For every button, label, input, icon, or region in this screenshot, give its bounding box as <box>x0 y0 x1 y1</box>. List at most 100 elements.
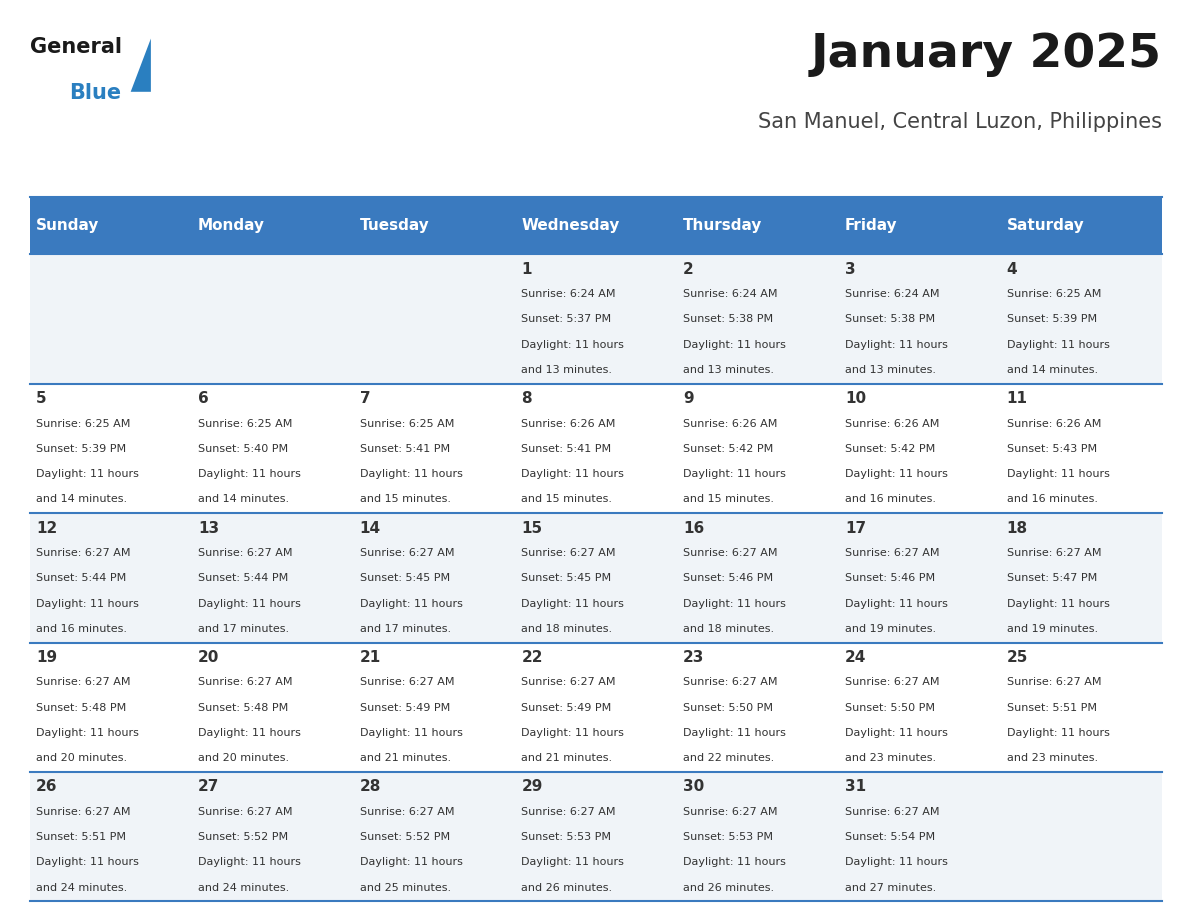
Text: Sunrise: 6:25 AM: Sunrise: 6:25 AM <box>198 419 292 429</box>
Text: Sunrise: 6:27 AM: Sunrise: 6:27 AM <box>1006 548 1101 558</box>
Bar <box>191 254 353 384</box>
Bar <box>677 197 839 254</box>
Text: Sunrise: 6:24 AM: Sunrise: 6:24 AM <box>522 289 615 299</box>
Bar <box>839 513 1000 643</box>
Text: General: General <box>30 37 121 57</box>
Text: Daylight: 11 hours: Daylight: 11 hours <box>845 340 948 350</box>
Text: Tuesday: Tuesday <box>360 218 429 233</box>
Text: and 18 minutes.: and 18 minutes. <box>683 623 775 633</box>
Text: Monday: Monday <box>198 218 265 233</box>
Text: and 17 minutes.: and 17 minutes. <box>360 623 450 633</box>
Text: Daylight: 11 hours: Daylight: 11 hours <box>845 728 948 738</box>
Text: Sunrise: 6:26 AM: Sunrise: 6:26 AM <box>1006 419 1101 429</box>
Text: Daylight: 11 hours: Daylight: 11 hours <box>683 599 786 609</box>
Bar <box>1000 772 1162 901</box>
Text: Sunrise: 6:27 AM: Sunrise: 6:27 AM <box>1006 677 1101 688</box>
Text: Daylight: 11 hours: Daylight: 11 hours <box>683 728 786 738</box>
Text: Daylight: 11 hours: Daylight: 11 hours <box>1006 340 1110 350</box>
Text: Sunset: 5:53 PM: Sunset: 5:53 PM <box>522 832 612 842</box>
Text: and 14 minutes.: and 14 minutes. <box>1006 364 1098 375</box>
Bar <box>30 772 191 901</box>
Text: and 13 minutes.: and 13 minutes. <box>522 364 612 375</box>
Bar <box>677 384 839 513</box>
Text: and 16 minutes.: and 16 minutes. <box>1006 494 1098 504</box>
Bar <box>191 384 353 513</box>
Text: and 26 minutes.: and 26 minutes. <box>683 882 775 892</box>
Bar <box>514 197 677 254</box>
Text: Daylight: 11 hours: Daylight: 11 hours <box>360 728 462 738</box>
Text: Sunset: 5:52 PM: Sunset: 5:52 PM <box>198 832 287 842</box>
Text: Sunset: 5:52 PM: Sunset: 5:52 PM <box>360 832 450 842</box>
Text: Sunrise: 6:27 AM: Sunrise: 6:27 AM <box>522 677 615 688</box>
Text: 15: 15 <box>522 521 543 535</box>
Text: Sunrise: 6:27 AM: Sunrise: 6:27 AM <box>36 677 131 688</box>
Text: Sunset: 5:49 PM: Sunset: 5:49 PM <box>522 702 612 712</box>
Text: Sunrise: 6:27 AM: Sunrise: 6:27 AM <box>198 548 292 558</box>
Text: Daylight: 11 hours: Daylight: 11 hours <box>360 469 462 479</box>
Text: Sunset: 5:47 PM: Sunset: 5:47 PM <box>1006 573 1097 583</box>
Text: and 23 minutes.: and 23 minutes. <box>1006 753 1098 763</box>
Text: Daylight: 11 hours: Daylight: 11 hours <box>683 340 786 350</box>
Text: Sunrise: 6:25 AM: Sunrise: 6:25 AM <box>1006 289 1101 299</box>
Text: Daylight: 11 hours: Daylight: 11 hours <box>1006 728 1110 738</box>
Text: Sunset: 5:48 PM: Sunset: 5:48 PM <box>36 702 126 712</box>
Text: Sunset: 5:50 PM: Sunset: 5:50 PM <box>845 702 935 712</box>
Text: and 24 minutes.: and 24 minutes. <box>36 882 127 892</box>
Text: Sunset: 5:44 PM: Sunset: 5:44 PM <box>198 573 289 583</box>
Text: Sunset: 5:45 PM: Sunset: 5:45 PM <box>360 573 450 583</box>
Text: Sunset: 5:51 PM: Sunset: 5:51 PM <box>36 832 126 842</box>
Text: Sunset: 5:48 PM: Sunset: 5:48 PM <box>198 702 289 712</box>
Bar <box>353 384 514 513</box>
Text: Daylight: 11 hours: Daylight: 11 hours <box>522 728 624 738</box>
Text: Sunset: 5:44 PM: Sunset: 5:44 PM <box>36 573 126 583</box>
Text: 7: 7 <box>360 391 371 406</box>
Bar <box>514 643 677 772</box>
Text: Sunrise: 6:24 AM: Sunrise: 6:24 AM <box>683 289 778 299</box>
Text: Daylight: 11 hours: Daylight: 11 hours <box>522 469 624 479</box>
Bar <box>514 772 677 901</box>
Text: Sunrise: 6:27 AM: Sunrise: 6:27 AM <box>360 807 454 817</box>
Bar <box>191 513 353 643</box>
Bar <box>30 197 191 254</box>
Bar <box>839 197 1000 254</box>
Text: Daylight: 11 hours: Daylight: 11 hours <box>522 857 624 868</box>
Text: 11: 11 <box>1006 391 1028 406</box>
Text: Sunset: 5:46 PM: Sunset: 5:46 PM <box>683 573 773 583</box>
Text: Sunday: Sunday <box>36 218 100 233</box>
Text: 27: 27 <box>198 779 220 794</box>
Text: Thursday: Thursday <box>683 218 763 233</box>
Text: Sunset: 5:50 PM: Sunset: 5:50 PM <box>683 702 773 712</box>
Text: and 25 minutes.: and 25 minutes. <box>360 882 450 892</box>
Text: and 21 minutes.: and 21 minutes. <box>360 753 450 763</box>
Text: Daylight: 11 hours: Daylight: 11 hours <box>683 857 786 868</box>
Text: 29: 29 <box>522 779 543 794</box>
Bar <box>1000 384 1162 513</box>
Text: Daylight: 11 hours: Daylight: 11 hours <box>36 728 139 738</box>
Bar <box>677 643 839 772</box>
Bar <box>677 772 839 901</box>
Text: and 19 minutes.: and 19 minutes. <box>845 623 936 633</box>
Bar <box>1000 643 1162 772</box>
Text: Daylight: 11 hours: Daylight: 11 hours <box>683 469 786 479</box>
Bar <box>30 513 191 643</box>
Bar <box>1000 254 1162 384</box>
Text: 2: 2 <box>683 262 694 276</box>
Text: Sunset: 5:43 PM: Sunset: 5:43 PM <box>1006 443 1097 453</box>
Text: Daylight: 11 hours: Daylight: 11 hours <box>1006 599 1110 609</box>
Text: 1: 1 <box>522 262 532 276</box>
Text: 21: 21 <box>360 650 381 665</box>
Text: 26: 26 <box>36 779 58 794</box>
Text: and 20 minutes.: and 20 minutes. <box>36 753 127 763</box>
Text: Daylight: 11 hours: Daylight: 11 hours <box>845 857 948 868</box>
Text: Sunrise: 6:27 AM: Sunrise: 6:27 AM <box>360 548 454 558</box>
Text: Sunset: 5:41 PM: Sunset: 5:41 PM <box>522 443 612 453</box>
Text: 24: 24 <box>845 650 866 665</box>
Text: and 18 minutes.: and 18 minutes. <box>522 623 613 633</box>
Text: Daylight: 11 hours: Daylight: 11 hours <box>198 857 301 868</box>
Text: Sunrise: 6:27 AM: Sunrise: 6:27 AM <box>845 677 940 688</box>
Bar <box>514 513 677 643</box>
Text: Sunset: 5:45 PM: Sunset: 5:45 PM <box>522 573 612 583</box>
Text: 30: 30 <box>683 779 704 794</box>
Text: 10: 10 <box>845 391 866 406</box>
Text: Saturday: Saturday <box>1006 218 1085 233</box>
